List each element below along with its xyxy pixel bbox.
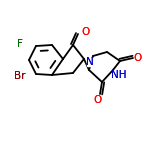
Text: N: N (86, 57, 94, 67)
Bar (114, 71, 124, 79)
Text: N: N (86, 57, 94, 67)
Text: NH: NH (111, 70, 127, 80)
Bar (135, 54, 142, 62)
Bar (15, 72, 25, 80)
Text: NH: NH (111, 70, 127, 80)
Text: Br: Br (14, 71, 26, 81)
Text: O: O (93, 95, 101, 105)
Bar (86, 58, 93, 66)
Text: O: O (81, 27, 89, 37)
Bar (93, 96, 100, 104)
Text: F: F (17, 39, 23, 49)
Text: O: O (81, 27, 89, 37)
Text: O: O (93, 95, 101, 105)
Bar (17, 40, 24, 48)
Text: F: F (17, 39, 23, 49)
Text: O: O (134, 53, 142, 63)
Text: Br: Br (14, 71, 26, 81)
Bar (81, 28, 88, 36)
Text: O: O (134, 53, 142, 63)
